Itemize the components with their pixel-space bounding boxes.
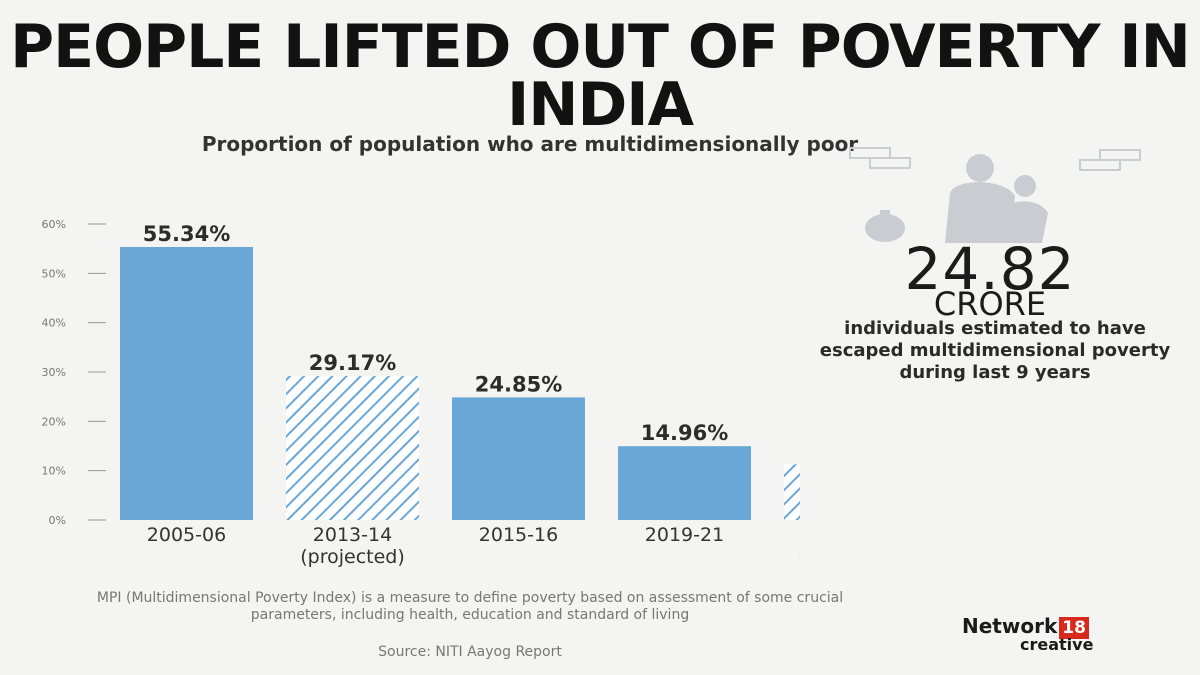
bar-value-label: 29.17% (309, 351, 396, 375)
bar-2019-21 (618, 446, 751, 520)
y-tick-label: 50% (42, 267, 66, 280)
stat-number: 24.82 (904, 235, 1076, 303)
bar-chart: 0% 10% 20% 30% 40% 50% 60% 55.34% 29.17% 24.85% 1… (42, 218, 800, 568)
page-title: PEOPLE LIFTED OUT OF POVERTY IN INDIA (10, 12, 1191, 140)
brand-logo: Network 18 creative (962, 614, 1162, 664)
bar-2022-23 (784, 464, 800, 520)
y-tick-label: 60% (42, 218, 66, 231)
stat-unit: CRORE (933, 285, 1047, 323)
category-label: 2015-16 (479, 524, 558, 546)
chart-subtitle: Proportion of population who are multidi… (201, 132, 859, 156)
y-tick-label: 10% (42, 465, 66, 478)
bar-2005-06 (120, 246, 253, 521)
y-tick-label: 20% (42, 415, 66, 428)
bar-2013-14 (286, 376, 419, 520)
category-label: 2005-06 (147, 524, 226, 546)
people-illustration (849, 147, 1141, 243)
y-tick-label: 40% (42, 317, 66, 330)
category-label: 2019-21 (645, 524, 724, 546)
category-label: (projected) (798, 546, 800, 568)
brand-number: 18 (1059, 617, 1089, 639)
brand-sub: creative (1020, 635, 1094, 654)
y-tick-label: 30% (42, 366, 66, 379)
stat-description: individuals estimated to have escaped mu… (819, 318, 1171, 383)
source-note: Source: NITI Aayog Report (378, 644, 562, 660)
bar-value-label: 14.96% (641, 421, 728, 445)
bar-value-label: 55.34% (143, 222, 230, 246)
category-label: (projected) (300, 546, 405, 568)
brand-name-text: Network (962, 614, 1058, 638)
brand-name: Network 18 (962, 614, 1089, 639)
bar-value-label: 24.85% (475, 372, 562, 396)
bar-2015-16 (452, 397, 585, 520)
y-tick-label: 0% (49, 514, 66, 527)
footnote: MPI (Multidimensional Poverty Index) is … (96, 590, 844, 623)
category-label: 2013-14 (313, 524, 392, 546)
